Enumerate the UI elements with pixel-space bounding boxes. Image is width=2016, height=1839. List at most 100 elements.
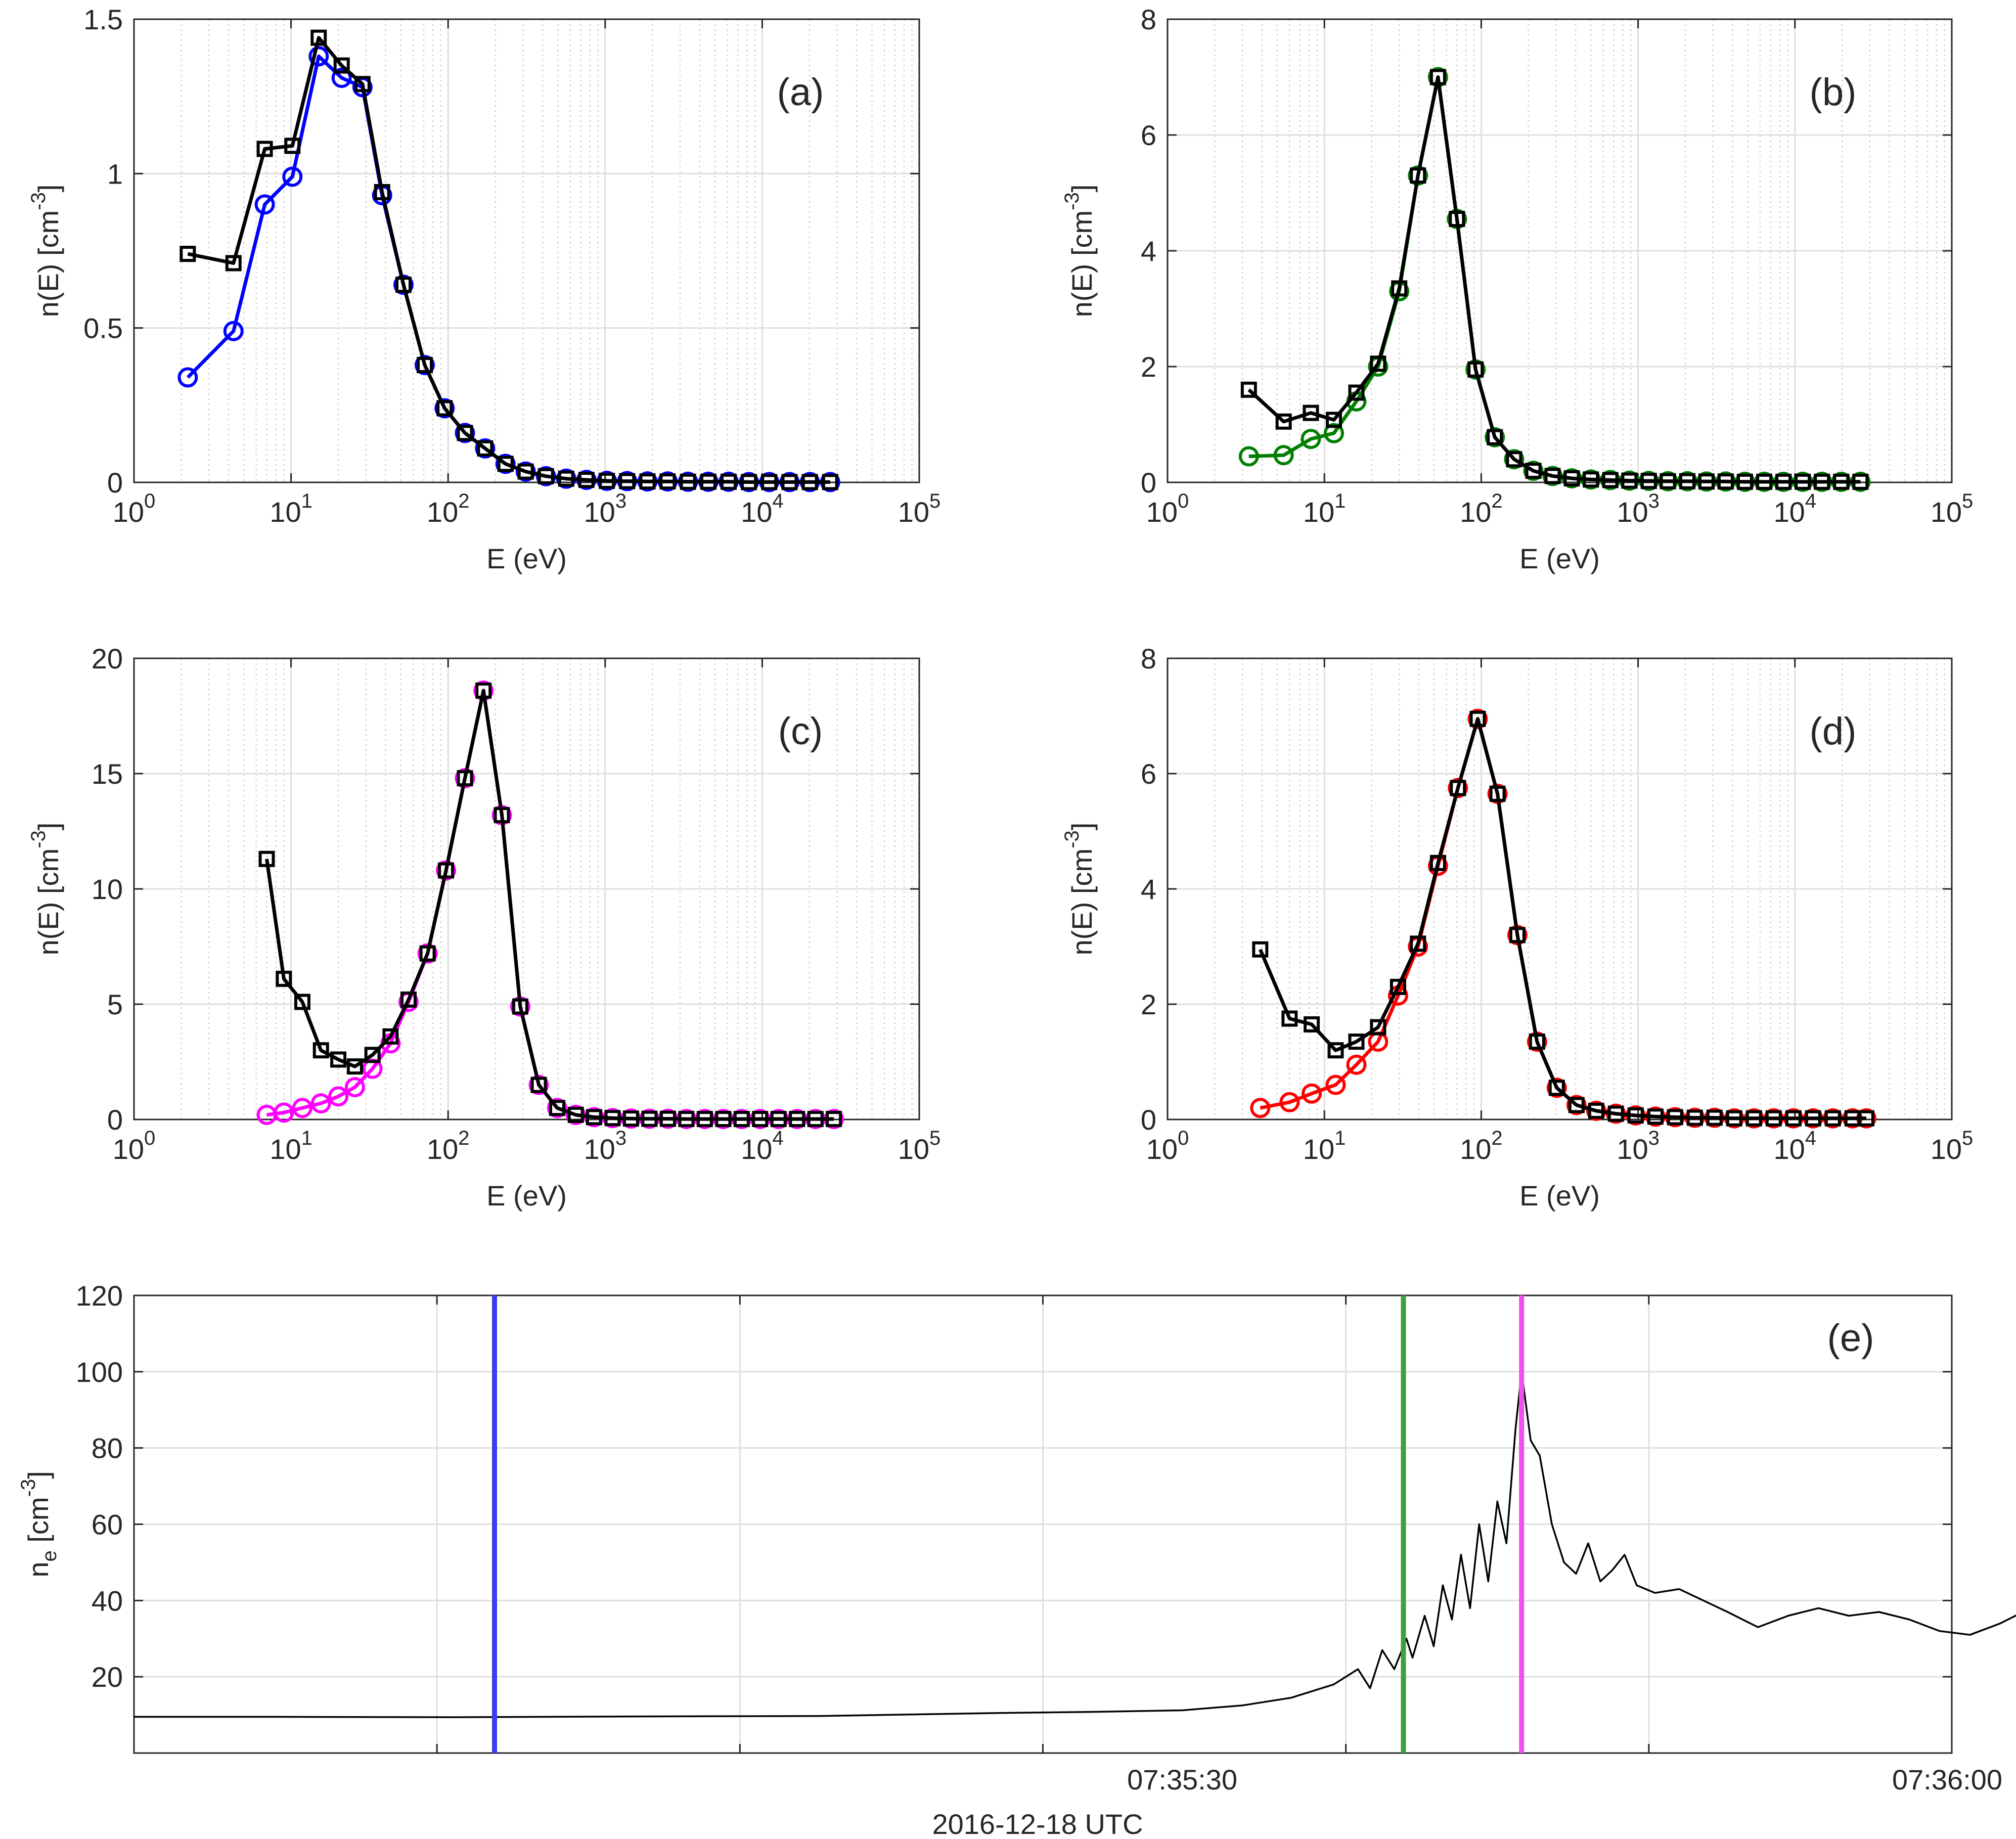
data-point-square: [770, 1111, 787, 1128]
data-point-circle: [1485, 427, 1505, 447]
data-point-square: [1370, 355, 1386, 372]
data-point-square: [1775, 473, 1792, 490]
panel-label: (b): [1810, 71, 1857, 114]
series-line-total: [1259, 717, 1866, 1120]
y-tick-label: 0: [107, 1104, 123, 1136]
data-point-circle: [274, 1102, 294, 1123]
y-axis-label: n(E) [cm-3]: [27, 823, 64, 956]
y-axis-label: n(E) [cm-3]: [1061, 823, 1098, 956]
data-point-square: [1348, 384, 1365, 401]
y-tick-label: 2: [1141, 989, 1156, 1020]
data-point-square: [395, 277, 412, 293]
data-point-circle: [1273, 445, 1294, 466]
series-line-total: [1247, 75, 1861, 484]
data-point-square: [1583, 471, 1599, 488]
data-point-square: [1602, 472, 1619, 488]
data-point-square: [180, 246, 196, 262]
data-point-square: [1698, 473, 1715, 490]
data-point-square: [1706, 1109, 1723, 1126]
data-point-square: [822, 474, 838, 490]
data-point-square: [1529, 1034, 1545, 1050]
data-point-square: [1660, 473, 1676, 489]
data-point-square: [1410, 935, 1426, 952]
data-point-square: [1607, 1105, 1624, 1122]
data-point-square: [312, 1042, 329, 1059]
data-point-square: [537, 468, 554, 484]
x-tick-label: 101: [270, 1127, 312, 1165]
y-tick-label: 15: [92, 758, 123, 790]
data-point-circle: [1238, 446, 1259, 467]
data-point-square: [1814, 473, 1830, 490]
data-point-square: [789, 1111, 805, 1128]
data-point-square: [1563, 470, 1580, 486]
density-line: [134, 1371, 2016, 1718]
data-point-circle: [515, 461, 536, 482]
data-point-square: [720, 473, 737, 490]
data-point-square: [1785, 1110, 1802, 1127]
data-point-square: [477, 440, 494, 457]
x-tick-label: 104: [741, 490, 784, 528]
data-point-square: [1348, 1034, 1365, 1050]
data-point-square: [346, 1058, 363, 1075]
data-point-square: [1429, 69, 1446, 85]
data-point-square: [364, 1047, 381, 1063]
y-tick-label: 6: [1141, 119, 1156, 151]
data-point-square: [1370, 1019, 1386, 1036]
data-point-circle: [1302, 1083, 1322, 1104]
panel-e: 07:35:3007:35:4507:36:002040608010012020…: [17, 1280, 2016, 1839]
data-point-square: [801, 474, 818, 490]
data-point-square: [1467, 361, 1484, 378]
data-point-square: [1717, 473, 1734, 490]
data-point-circle: [310, 1093, 331, 1114]
data-point-square: [258, 850, 275, 867]
y-tick-label: 100: [76, 1356, 123, 1388]
y-tick-label: 4: [1141, 235, 1156, 267]
data-point-square: [419, 945, 436, 962]
data-point-circle: [1504, 449, 1525, 470]
data-point-circle: [331, 68, 352, 88]
x-tick-label: 101: [270, 490, 312, 528]
data-point-circle: [475, 438, 496, 459]
x-tick-label: 100: [1146, 1127, 1189, 1165]
data-point-square: [1858, 1110, 1874, 1127]
x-axis-label: E (eV): [1519, 543, 1600, 574]
data-point-square: [517, 463, 534, 480]
x-tick-label: 104: [741, 1127, 784, 1165]
data-point-square: [1509, 927, 1526, 944]
data-point-square: [400, 991, 417, 1008]
data-point-square: [733, 1111, 750, 1128]
data-point-square: [659, 1110, 676, 1127]
x-tick-label: 102: [427, 490, 470, 528]
y-axis-label: n(E) [cm-3]: [1061, 185, 1098, 318]
data-point-circle: [177, 367, 198, 388]
data-point-square: [475, 682, 492, 699]
y-tick-label: 0.5: [83, 312, 123, 344]
x-tick-label: 104: [1774, 1127, 1817, 1165]
y-tick-label: 4: [1141, 873, 1156, 905]
data-point-circle: [528, 1074, 549, 1095]
data-point-square: [417, 356, 433, 373]
panel-a: 100 101 102 103 104 105 0 0.5 1 1.5 E (eV) n(E) [cm…: [27, 4, 940, 574]
data-point-circle: [1523, 461, 1544, 481]
y-tick-label: 5: [107, 989, 123, 1020]
x-tick-label: 103: [584, 1127, 627, 1165]
data-point-square: [1833, 473, 1850, 490]
x-tick-label: 102: [427, 1127, 470, 1165]
data-point-square: [1621, 472, 1638, 489]
data-point-square: [374, 184, 390, 200]
x-tick-label: 101: [1303, 490, 1346, 528]
series-line-total: [265, 689, 834, 1121]
data-point-square: [696, 1111, 713, 1128]
y-tick-label: 40: [92, 1585, 123, 1617]
data-point-square: [604, 1110, 621, 1127]
data-point-square: [294, 994, 310, 1010]
data-point-circle: [308, 46, 329, 67]
data-point-square: [826, 1111, 842, 1128]
data-point-square: [1489, 785, 1506, 802]
data-point-square: [1736, 473, 1753, 490]
data-point-square: [1303, 405, 1319, 421]
data-point-square: [1756, 473, 1773, 490]
y-tick-label: 8: [1141, 4, 1156, 35]
data-point-square: [752, 1111, 769, 1128]
